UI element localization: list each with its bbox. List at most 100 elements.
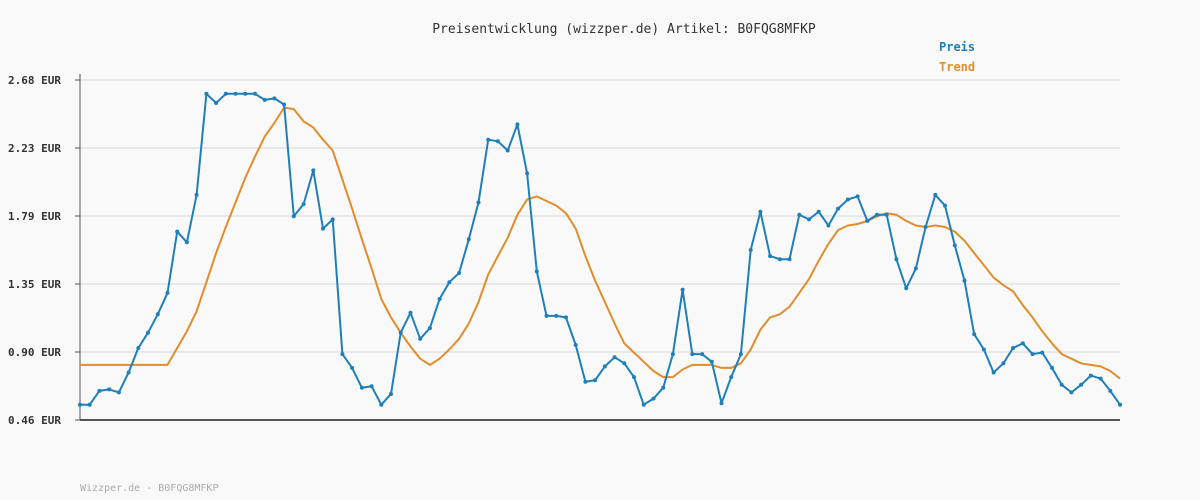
data-point-preis <box>136 346 141 350</box>
data-point-preis <box>826 223 831 228</box>
data-point-preis <box>379 402 384 407</box>
data-point-preis <box>1011 346 1016 350</box>
data-point-preis <box>204 91 209 96</box>
data-point-preis <box>1098 376 1103 381</box>
data-point-preis <box>301 202 306 207</box>
series-line-preis <box>80 92 1121 406</box>
data-point-preis <box>291 214 296 219</box>
data-point-preis <box>729 375 734 380</box>
data-point-preis <box>564 315 568 320</box>
data-point-preis <box>573 343 578 347</box>
data-point-preis <box>894 257 899 262</box>
data-point-preis <box>845 197 850 202</box>
data-point-preis <box>612 355 617 360</box>
data-point-preis <box>1030 352 1035 357</box>
data-point-preis <box>807 217 811 222</box>
data-point-preis <box>505 148 510 153</box>
data-point-preis <box>146 330 150 335</box>
data-point-preis <box>126 370 131 375</box>
chart-title: Preisentwicklung (wizzper.de) Artikel: B… <box>432 22 816 37</box>
data-point-preis <box>943 203 947 208</box>
data-point-preis <box>622 361 627 366</box>
data-point-preis <box>816 209 821 214</box>
data-point-preis <box>593 378 598 383</box>
data-point-preis <box>544 313 549 318</box>
data-point-preis <box>738 352 743 357</box>
y-tick-label: 1.35 EUR <box>8 278 61 291</box>
data-point-preis <box>709 359 714 364</box>
data-point-preis <box>515 122 520 127</box>
data-point-preis <box>1020 341 1025 346</box>
data-point-preis <box>350 365 355 370</box>
data-point-preis <box>836 206 841 211</box>
data-point-preis <box>369 384 374 389</box>
data-point-preis <box>661 385 666 390</box>
footer-text: Wizzper.de - B0FQG8MFKP <box>80 483 218 494</box>
data-point-preis <box>972 332 977 337</box>
data-point-preis <box>991 370 996 375</box>
data-point-preis <box>913 266 918 271</box>
data-point-preis <box>923 225 928 229</box>
data-point-preis <box>680 287 685 292</box>
data-point-preis <box>554 313 559 318</box>
data-point-preis <box>466 237 471 242</box>
data-point-preis <box>797 212 802 217</box>
data-point-preis <box>981 347 986 352</box>
data-point-preis <box>262 97 267 102</box>
legend-trend: Trend <box>939 60 975 74</box>
data-point-preis <box>194 192 199 197</box>
data-point-preis <box>534 269 539 274</box>
data-point-preis <box>525 171 530 176</box>
data-point-preis <box>398 330 403 335</box>
data-point-preis <box>865 218 870 223</box>
data-point-preis <box>427 326 432 331</box>
y-tick-label: 2.23 EUR <box>8 142 61 155</box>
data-point-preis <box>952 243 957 248</box>
data-point-preis <box>495 139 500 144</box>
data-point-preis <box>97 388 102 393</box>
data-point-preis <box>78 402 82 407</box>
data-point-preis <box>933 192 938 197</box>
data-point-preis <box>1088 373 1093 378</box>
data-point-preis <box>1079 382 1084 387</box>
data-point-preis <box>962 278 967 283</box>
data-point-preis <box>116 390 121 395</box>
data-point-preis <box>855 194 860 199</box>
y-tick-label: 1.79 EUR <box>8 210 61 223</box>
data-point-preis <box>311 168 316 173</box>
data-point-preis <box>214 101 219 105</box>
data-point-preis <box>632 375 636 380</box>
data-point-preis <box>719 401 724 406</box>
data-point-preis <box>787 257 792 262</box>
data-point-preis <box>457 271 462 275</box>
data-point-preis <box>1059 382 1064 387</box>
data-point-preis <box>670 352 675 357</box>
data-point-preis <box>155 312 160 317</box>
data-point-preis <box>1040 350 1045 355</box>
data-point-preis <box>583 379 588 384</box>
data-point-preis <box>651 396 656 401</box>
data-point-preis <box>1050 365 1054 370</box>
data-point-preis <box>1069 390 1074 395</box>
data-point-preis <box>447 280 452 285</box>
data-point-preis <box>641 402 646 407</box>
data-point-preis <box>408 310 413 315</box>
y-tick-label: 0.46 EUR <box>8 414 61 427</box>
data-point-preis <box>87 402 92 407</box>
y-tick-label: 0.90 EUR <box>8 346 61 359</box>
data-point-preis <box>437 297 442 301</box>
data-point-preis <box>884 212 889 217</box>
y-tick-label: 2.68 EUR <box>8 74 61 87</box>
data-point-preis <box>1118 402 1122 407</box>
data-point-preis <box>389 392 393 396</box>
data-point-preis <box>700 352 705 357</box>
data-point-preis <box>223 91 228 96</box>
legend-preis: Preis <box>939 40 975 54</box>
data-point-preis <box>904 286 909 291</box>
data-point-preis <box>184 240 189 245</box>
data-point-preis <box>748 248 753 252</box>
data-point-preis <box>486 137 491 142</box>
data-point-preis <box>321 226 325 231</box>
